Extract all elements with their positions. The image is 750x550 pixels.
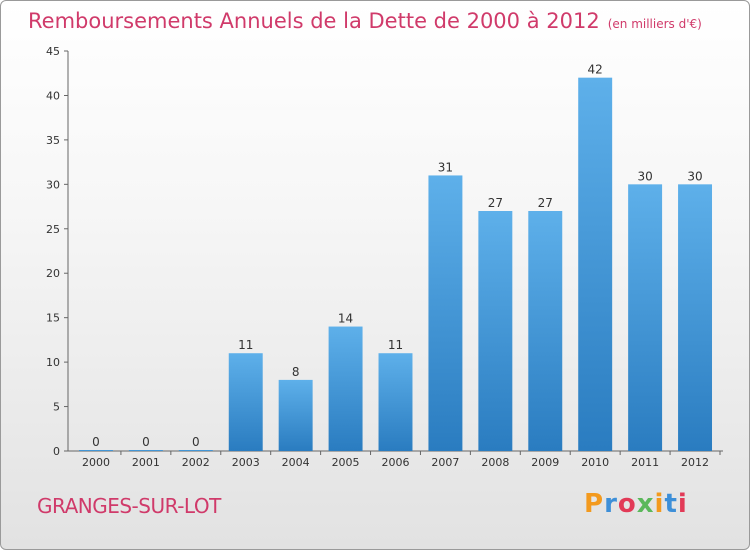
bar (278, 379, 313, 451)
bar (78, 450, 113, 451)
bar (378, 353, 413, 451)
data-label: 0 (92, 435, 100, 449)
bar (528, 211, 563, 451)
data-label: 14 (338, 312, 353, 326)
bar (578, 77, 613, 452)
unit-label: (en milliers d'€) (607, 17, 702, 31)
x-tick-label: 2007 (431, 456, 459, 469)
y-tick-label: 10 (46, 356, 60, 369)
bar (328, 326, 363, 451)
y-tick-label: 0 (53, 445, 60, 458)
y-tick-label: 30 (46, 178, 60, 191)
logo-letter: r (604, 489, 618, 519)
proxiti-logo: Proxiti (584, 489, 688, 519)
data-label: 0 (192, 435, 200, 449)
x-tick-label: 2011 (631, 456, 659, 469)
y-tick-label: 35 (46, 134, 60, 147)
logo-letter: t (664, 489, 678, 519)
chart-bars (78, 77, 713, 452)
bar (178, 450, 213, 451)
y-tick-label: 20 (46, 267, 60, 280)
logo-letter: i (677, 489, 688, 519)
x-tick-label: 2008 (481, 456, 509, 469)
logo-letter: P (584, 489, 605, 519)
y-tick-label: 45 (46, 45, 60, 58)
data-label: 30 (637, 169, 652, 183)
y-tick-label: 15 (46, 312, 60, 325)
logo-letter: x (636, 489, 655, 519)
bar (428, 175, 463, 451)
x-tick-label: 2004 (282, 456, 310, 469)
bar (628, 184, 663, 452)
y-tick-label: 25 (46, 223, 60, 236)
data-label: 27 (488, 196, 503, 210)
x-tick-label: 2003 (232, 456, 260, 469)
y-tick-label: 40 (46, 89, 60, 102)
chart-labels: 2000 0 2001 0 2002 0 2003 11 2004 8 2005 14 2006 11 20… (82, 63, 709, 469)
chart-title: Remboursements Annuels de la Dette de 20… (28, 9, 702, 33)
x-tick-label: 2010 (581, 456, 609, 469)
bar (478, 211, 513, 451)
data-label: 8 (292, 365, 300, 379)
data-label: 27 (538, 196, 553, 210)
x-tick-label: 2001 (132, 456, 160, 469)
x-tick-label: 2005 (332, 456, 360, 469)
x-tick-label: 2002 (182, 456, 210, 469)
bar (128, 450, 163, 451)
data-label: 11 (388, 338, 403, 352)
x-tick-label: 2009 (531, 456, 559, 469)
x-tick-label: 2006 (382, 456, 410, 469)
place-name: GRANGES-SUR-LOT (37, 494, 221, 518)
data-label: 31 (438, 160, 453, 174)
logo-letter: o (617, 489, 637, 519)
x-tick-label: 2012 (681, 456, 709, 469)
x-tick-label: 2000 (82, 456, 110, 469)
logo-letter: i (654, 489, 665, 519)
chart-title-text: Remboursements Annuels de la Dette de 20… (28, 9, 600, 33)
data-label: 42 (588, 63, 603, 77)
bar (678, 184, 713, 452)
bar (228, 353, 263, 451)
data-label: 30 (687, 169, 702, 183)
y-tick-label: 5 (53, 401, 60, 414)
data-label: 11 (238, 338, 253, 352)
data-label: 0 (142, 435, 150, 449)
